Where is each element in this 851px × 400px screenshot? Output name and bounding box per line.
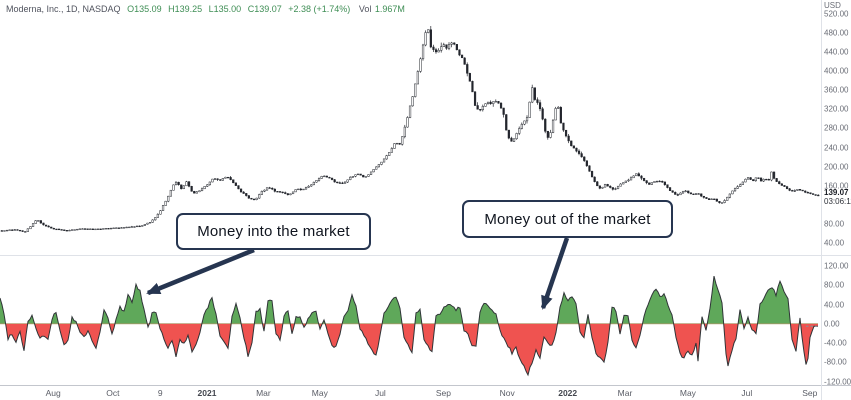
price-unit-label: USD bbox=[824, 1, 841, 10]
indicator-axis-tick: 40.00 bbox=[824, 300, 845, 309]
volume-value: 1.967M bbox=[374, 4, 405, 14]
time-axis-tick: May bbox=[679, 388, 696, 398]
change-value: +2.38 (+1.74%) bbox=[288, 4, 351, 14]
time-axis-tick: May bbox=[311, 388, 328, 398]
symbol-title: Moderna, Inc., 1D, NASDAQ bbox=[6, 4, 121, 14]
price-axis-tick: 240.00 bbox=[824, 143, 849, 152]
symbol-legend[interactable]: Moderna, Inc., 1D, NASDAQ O135.09 H139.2… bbox=[6, 4, 405, 15]
time-axis-tick: 9 bbox=[157, 388, 163, 398]
volume-label: Vol bbox=[358, 4, 372, 14]
indicator-axis-tick: -80.00 bbox=[824, 357, 847, 367]
indicator-axis-tick: -120.00 bbox=[824, 377, 851, 387]
time-axis-tick: Sep bbox=[802, 388, 818, 398]
price-axis-tick: 520.00 bbox=[824, 9, 849, 19]
indicator-axis-tick: -40.00 bbox=[824, 338, 847, 348]
indicator-axis-tick: 0.00 bbox=[824, 319, 840, 329]
time-axis-tick: Sep bbox=[435, 388, 451, 398]
time-axis-tick: Oct bbox=[106, 388, 120, 398]
price-axis-tick: 480.00 bbox=[824, 28, 849, 38]
open-value: O135.09 bbox=[127, 4, 162, 14]
indicator-axis-tick: 120.00 bbox=[824, 261, 849, 271]
time-axis-tick: Jul bbox=[741, 388, 753, 398]
price-axis-tick: 400.00 bbox=[824, 66, 849, 76]
time-axis-tick: Aug bbox=[45, 388, 61, 398]
time-axis-tick: 2022 bbox=[558, 388, 578, 398]
arrow-money-into[interactable] bbox=[146, 247, 255, 296]
time-axis-tick: 2021 bbox=[197, 388, 217, 398]
price-axis-tick: 440.00 bbox=[824, 47, 849, 57]
time-axis-tick: Jul bbox=[374, 388, 386, 398]
callout-money-into-market[interactable]: Money into the market bbox=[176, 213, 371, 250]
price-axis-tick: 160.00 bbox=[824, 181, 849, 191]
time-scale[interactable]: Aug Oct 9 2021 Mar May Jul Sep Nov 2022 Mar May Jul S… bbox=[0, 386, 820, 400]
last-price-value: 139.07 bbox=[824, 188, 849, 197]
time-axis-tick: Mar bbox=[256, 388, 271, 398]
price-axis-tick: 320.00 bbox=[824, 104, 849, 114]
callout-money-into-text: Money into the market bbox=[197, 223, 350, 240]
last-price-label: 139.07 03:06:11 bbox=[824, 188, 851, 206]
price-scale[interactable]: USD 520.00 480.00 440.00 400.00 360.00 320.00… bbox=[822, 0, 851, 387]
time-axis-tick: Nov bbox=[499, 388, 515, 398]
low-value: L135.00 bbox=[208, 4, 242, 14]
callout-money-out-of-market[interactable]: Money out of the market bbox=[462, 200, 673, 238]
close-value: C139.07 bbox=[247, 4, 282, 14]
price-axis-tick: 80.00 bbox=[824, 219, 845, 229]
high-value: H139.25 bbox=[168, 4, 203, 14]
arrow-money-out[interactable] bbox=[540, 237, 570, 310]
price-axis-tick: 40.00 bbox=[824, 238, 845, 248]
time-axis-tick: Mar bbox=[617, 388, 633, 398]
bar-countdown: 03:06:11 bbox=[824, 197, 851, 206]
indicator-axis-tick: 80.00 bbox=[824, 280, 845, 290]
price-axis-tick: 360.00 bbox=[824, 85, 849, 95]
price-axis-tick: 200.00 bbox=[824, 162, 849, 172]
callout-money-out-text: Money out of the market bbox=[484, 210, 651, 228]
price-axis-tick: 280.00 bbox=[824, 123, 849, 133]
